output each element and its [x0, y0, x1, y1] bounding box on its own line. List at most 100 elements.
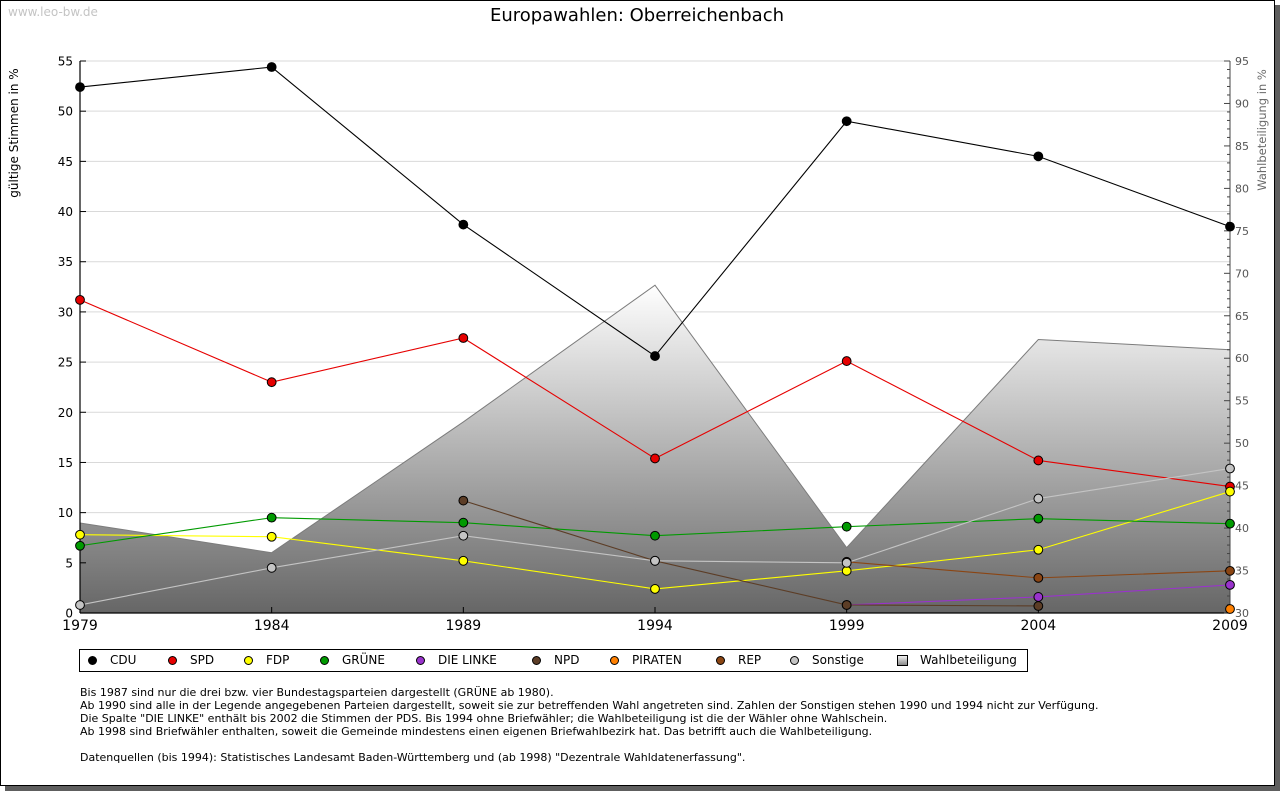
- point-sonstige: [841, 557, 852, 568]
- chart-title: Europawahlen: Oberreichenbach: [490, 5, 784, 26]
- point-spd: [841, 356, 852, 366]
- note-line-sources: Datenquellen (bis 1994): Statistisches L…: [80, 751, 746, 764]
- y2-tick-label: 70: [1235, 267, 1249, 280]
- point-sonstige: [1225, 463, 1235, 474]
- note-line: [80, 738, 1098, 751]
- point-gruene: [650, 530, 660, 541]
- note-line: Bis 1987 sind nur die drei bzw. vier Bun…: [80, 686, 554, 699]
- point-die-linke: [1225, 579, 1235, 590]
- point-fdp: [650, 584, 660, 594]
- y2-tick-label: 60: [1235, 352, 1249, 365]
- y-tick-label: 35: [58, 255, 73, 269]
- y-tick-label: 10: [58, 506, 73, 520]
- legend-marker-fdp: [244, 656, 253, 665]
- point-cdu: [1033, 151, 1044, 162]
- x-tick-label: 2009: [1212, 618, 1248, 634]
- note-line: Die Spalte "DIE LINKE" enthält bis 2002 …: [80, 712, 888, 725]
- point-cdu: [841, 116, 852, 127]
- legend-marker-spd: [168, 656, 177, 665]
- y-tick-label: 40: [58, 205, 73, 219]
- point-npd: [841, 600, 852, 610]
- y2-tick-label: 80: [1235, 182, 1249, 195]
- point-spd: [266, 377, 277, 388]
- legend-marker-wahlbeteiligung: [897, 655, 908, 666]
- y2-tick-label: 85: [1235, 140, 1249, 153]
- point-sonstige: [650, 555, 660, 566]
- legend-marker-rep: [716, 656, 725, 665]
- legend-label: Wahlbeteiligung: [920, 653, 1017, 667]
- footnotes: Bis 1987 sind nur die drei bzw. vier Bun…: [80, 686, 1098, 764]
- x-tick-label: 1994: [637, 618, 673, 634]
- x-tick-label: 1989: [446, 618, 482, 634]
- legend-label: DIE LINKE: [438, 653, 497, 667]
- point-sonstige: [75, 600, 85, 610]
- legend-marker-die-linke: [416, 656, 425, 665]
- y-tick-label: 25: [58, 356, 73, 370]
- area-edge-wahlbeteiligung: [79, 284, 1231, 554]
- legend-label: FDP: [266, 653, 290, 667]
- y-tick-label: 15: [58, 456, 73, 470]
- y-tick-label: 55: [58, 55, 73, 69]
- legend-marker-sonstige: [790, 656, 799, 665]
- x-tick-label: 1999: [829, 618, 865, 634]
- legend-marker-npd: [532, 656, 541, 665]
- x-tick-label: 1979: [62, 618, 98, 634]
- legend-label: Sonstige: [812, 653, 864, 667]
- y2-tick-label: 45: [1235, 480, 1249, 493]
- point-gruene: [458, 517, 469, 528]
- point-gruene: [266, 512, 277, 523]
- point-cdu: [458, 219, 469, 230]
- y2-tick-label: 75: [1235, 225, 1249, 238]
- legend-marker-piraten: [610, 656, 619, 665]
- y2-tick-label: 95: [1235, 55, 1249, 68]
- point-gruene: [841, 521, 852, 532]
- y-tick-label: 0: [65, 607, 73, 621]
- point-spd: [75, 294, 85, 305]
- point-spd: [458, 333, 469, 343]
- point-piraten: [1225, 604, 1235, 614]
- point-rep: [1225, 565, 1235, 576]
- point-gruene: [1033, 513, 1044, 524]
- y2-tick-label: 35: [1235, 565, 1249, 578]
- point-npd: [1033, 601, 1044, 611]
- legend: CDU SPD FDP GRÜNE DIE LINKE NPD PIRATEN …: [79, 649, 1028, 672]
- legend-label: GRÜNE: [342, 653, 385, 667]
- series-markers: [75, 62, 1235, 614]
- y-tick-label: 45: [58, 155, 73, 169]
- y-tick-label: 5: [65, 556, 73, 570]
- y-axis-label: gültige Stimmen in %: [7, 68, 21, 197]
- legend-label: PIRATEN: [632, 653, 682, 667]
- note-line: Ab 1990 sind alle in der Legende angegeb…: [80, 699, 1099, 712]
- x-tick-label: 1984: [254, 618, 290, 634]
- y2-axis-label: Wahlbeteiligung in %: [1255, 69, 1269, 191]
- point-cdu: [75, 82, 85, 92]
- point-fdp: [266, 531, 277, 542]
- legend-marker-cdu: [88, 656, 97, 665]
- point-gruene: [75, 540, 85, 551]
- point-cdu: [1225, 221, 1235, 232]
- legend-label: REP: [738, 653, 762, 667]
- watermark: www.leo-bw.de: [8, 5, 98, 19]
- y2-tick-label: 90: [1235, 97, 1249, 110]
- legend-label: NPD: [554, 653, 580, 667]
- point-sonstige: [1033, 493, 1044, 504]
- point-sonstige: [266, 562, 277, 573]
- y-tick-label: 30: [58, 305, 73, 319]
- point-cdu: [650, 351, 660, 361]
- y2-tick-label: 50: [1235, 437, 1249, 450]
- y2-tick-label: 55: [1235, 395, 1249, 408]
- y-tick-label: 20: [58, 406, 73, 420]
- point-fdp: [841, 565, 852, 576]
- point-spd: [650, 453, 660, 464]
- legend-label: CDU: [110, 653, 137, 667]
- legend-label: SPD: [190, 653, 215, 667]
- y2-tick-label: 65: [1235, 310, 1249, 323]
- point-sonstige: [458, 530, 469, 541]
- point-npd: [458, 495, 469, 506]
- point-gruene: [1225, 518, 1235, 529]
- note-line: Ab 1998 sind Briefwähler enthalten, sowe…: [80, 725, 873, 738]
- point-fdp: [458, 555, 469, 566]
- point-fdp: [75, 529, 85, 540]
- point-cdu: [266, 62, 277, 72]
